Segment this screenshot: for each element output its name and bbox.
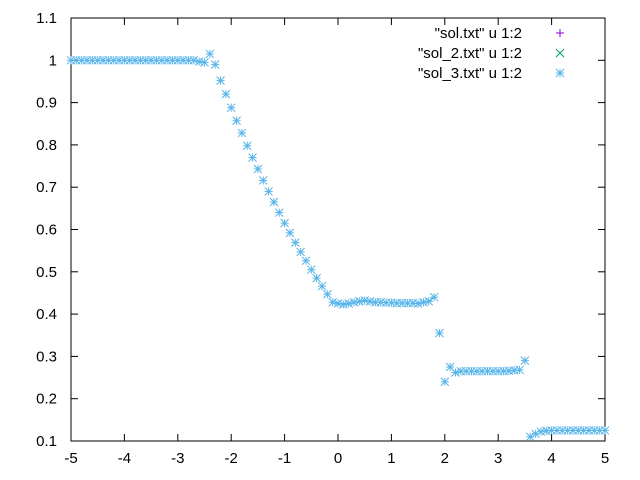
data-point — [424, 297, 434, 306]
x-tick-label: 1 — [387, 450, 395, 467]
data-point — [365, 297, 375, 306]
data-point — [269, 197, 279, 207]
data-point — [349, 297, 359, 307]
legend-marker — [556, 29, 564, 37]
data-point — [440, 377, 450, 387]
data-point — [429, 292, 439, 302]
data-point — [226, 103, 236, 113]
data-point — [189, 55, 199, 65]
data-point — [322, 289, 332, 299]
data-point — [413, 299, 423, 308]
y-tick-label: 0.9 — [36, 95, 57, 112]
data-point — [264, 187, 273, 196]
data-point — [333, 299, 343, 308]
y-tick-label: 1.1 — [36, 10, 57, 27]
y-tick-label: 0.5 — [36, 264, 57, 281]
data-point — [445, 362, 455, 372]
data-point — [200, 58, 209, 67]
y-tick-label: 0.6 — [36, 222, 57, 239]
y-tick-label: 0.8 — [36, 137, 57, 154]
data-point — [258, 176, 268, 185]
data-point — [328, 297, 338, 307]
tick-labels: -5 -4 -3 -2 -1 0 1 2 3 4 5 0.1 0.2 0.3 0.4 0.5 0.6 0.7 0.8… — [36, 10, 609, 467]
data-point — [515, 365, 524, 375]
data-point — [360, 296, 370, 305]
data-point — [205, 49, 215, 59]
data-point — [274, 208, 284, 217]
x-tick-label: 2 — [441, 450, 449, 467]
legend-marker — [555, 68, 565, 78]
data-point — [285, 228, 295, 238]
data-point — [216, 76, 225, 85]
data-point — [194, 57, 204, 66]
data-point — [242, 141, 252, 151]
data-point — [248, 153, 257, 162]
data-point — [419, 297, 428, 307]
data-point — [338, 300, 348, 309]
data-point — [355, 297, 364, 306]
plot-axes — [70, 17, 606, 442]
data-point — [280, 218, 289, 228]
data-point — [520, 356, 530, 365]
data-point — [253, 164, 263, 174]
legend-marker — [555, 48, 565, 58]
data-point — [296, 247, 305, 257]
data-point — [306, 265, 316, 275]
y-tick-label: 0.4 — [36, 306, 57, 323]
data-point — [344, 299, 354, 308]
data-point — [210, 60, 220, 69]
legend-label: "sol_3.txt" u 1:2 — [418, 65, 522, 82]
data-point — [232, 116, 241, 126]
data-point — [600, 426, 610, 435]
data-points — [66, 49, 610, 442]
y-tick-label: 0.7 — [36, 179, 57, 196]
data-point — [301, 256, 311, 266]
legend: "sol.txt" u 1:2 "sol_2.txt" u 1:2 "sol_3.t… — [418, 25, 565, 82]
tick-marks — [70, 17, 606, 442]
plot-border — [70, 17, 606, 442]
x-tick-label: 5 — [601, 450, 609, 467]
data-point — [536, 427, 546, 437]
legend-label: "sol_2.txt" u 1:2 — [418, 45, 522, 62]
y-tick-label: 1 — [49, 52, 57, 69]
x-tick-label: -2 — [225, 450, 238, 467]
x-tick-label: -3 — [171, 450, 184, 467]
y-tick-label: 0.2 — [36, 391, 57, 408]
x-tick-label: 3 — [494, 450, 502, 467]
x-tick-label: -5 — [64, 450, 77, 467]
y-tick-label: 0.3 — [36, 348, 57, 365]
data-point — [312, 273, 321, 283]
data-point — [237, 128, 247, 138]
data-point — [290, 238, 300, 247]
y-tick-label: 0.1 — [36, 433, 57, 450]
x-tick-label: -4 — [118, 450, 131, 467]
x-tick-label: 0 — [334, 450, 342, 467]
data-point — [435, 328, 444, 338]
x-tick-label: -1 — [278, 450, 291, 467]
x-tick-label: 4 — [547, 450, 555, 467]
data-point — [451, 368, 460, 377]
legend-label: "sol.txt" u 1:2 — [435, 25, 522, 42]
data-point — [221, 89, 231, 99]
data-point — [317, 281, 327, 291]
